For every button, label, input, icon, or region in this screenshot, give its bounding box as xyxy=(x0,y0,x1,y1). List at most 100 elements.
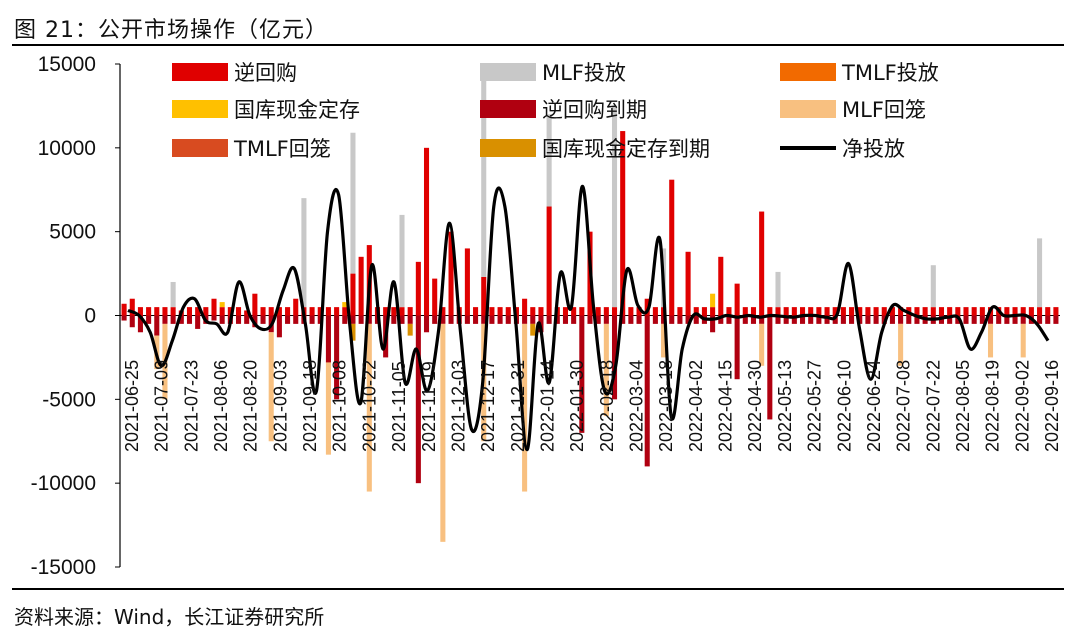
bar-MLF回笼 xyxy=(603,323,609,417)
bar-逆回购 xyxy=(971,307,977,316)
bar-逆回购 xyxy=(162,307,168,316)
bar-逆回购 xyxy=(423,147,430,316)
bar-逆回购到期 xyxy=(914,315,920,324)
bar-逆回购到期 xyxy=(481,315,487,324)
bar-逆回购到期 xyxy=(799,315,806,324)
bar-逆回购 xyxy=(227,307,233,316)
legend-label: MLF回笼 xyxy=(842,98,926,122)
bar-逆回购到期 xyxy=(522,315,528,324)
bar-逆回购 xyxy=(276,307,282,316)
bar-逆回购 xyxy=(317,307,323,316)
bar-逆回购到期 xyxy=(571,315,577,324)
bar-逆回购 xyxy=(522,298,528,316)
bar-逆回购到期 xyxy=(154,315,160,336)
bar-逆回购 xyxy=(1020,307,1026,316)
bar-MLF投放 xyxy=(775,271,781,308)
bar-逆回购 xyxy=(1012,307,1018,316)
x-tick-label: 2021-09-18 xyxy=(300,360,320,452)
y-tick-label: -15000 xyxy=(31,556,96,579)
bar-逆回购 xyxy=(268,307,274,316)
bar-逆回购到期 xyxy=(783,315,789,324)
x-tick-label: 2022-01-30 xyxy=(567,360,587,452)
bar-逆回购 xyxy=(636,307,642,316)
bar-逆回购到期 xyxy=(391,315,397,324)
x-tick-label: 2021-12-31 xyxy=(508,360,528,452)
x-tick-label: 2022-04-02 xyxy=(686,360,706,452)
bar-逆回购 xyxy=(195,307,201,316)
x-tick-label: 2021-10-22 xyxy=(359,360,379,452)
x-tick-label: 2021-12-17 xyxy=(478,360,498,452)
y-tick-label: 15000 xyxy=(38,53,96,76)
y-tick-label: 0 xyxy=(84,305,96,328)
y-tick-label: -5000 xyxy=(42,388,96,411)
y-tick-label: 5000 xyxy=(49,221,96,244)
bar-逆回购到期 xyxy=(497,315,503,324)
bar-逆回购 xyxy=(342,307,348,316)
bar-逆回购到期 xyxy=(840,315,846,324)
bar-逆回购到期 xyxy=(260,315,266,324)
bar-逆回购到期 xyxy=(464,315,470,324)
bar-逆回购到期 xyxy=(873,315,879,324)
bar-逆回购到期 xyxy=(309,315,315,324)
bar-国库现金定存 xyxy=(710,293,716,308)
bar-逆回购到期 xyxy=(186,315,193,324)
bar-MLF投放 xyxy=(301,198,307,308)
bar-逆回购到期 xyxy=(195,315,201,329)
bar-逆回购 xyxy=(1053,307,1059,316)
bar-逆回购 xyxy=(383,307,389,316)
bar-逆回购 xyxy=(481,276,487,316)
bar-逆回购 xyxy=(219,307,225,316)
bar-逆回购到期 xyxy=(857,315,863,324)
bar-逆回购 xyxy=(1037,307,1043,316)
bar-逆回购 xyxy=(914,307,920,316)
x-tick-label: 2021-11-19 xyxy=(419,361,439,452)
bar-逆回购到期 xyxy=(595,315,601,324)
bar-MLF投放 xyxy=(399,214,405,308)
bar-逆回购到期 xyxy=(325,315,331,363)
bar-逆回购到期 xyxy=(162,315,168,324)
bar-逆回购 xyxy=(440,307,446,316)
chart-x-labels: 2021-06-25 2021-07-09 2021-07-23 2021-08-06… xyxy=(122,360,1062,452)
bar-逆回购到期 xyxy=(137,315,143,333)
bar-逆回购到期 xyxy=(473,315,479,324)
bar-逆回购到期 xyxy=(644,315,650,467)
bar-逆回购 xyxy=(505,307,511,316)
bar-逆回购到期 xyxy=(971,315,977,324)
x-tick-label: 2022-03-04 xyxy=(627,360,647,452)
bar-逆回购到期 xyxy=(235,315,242,324)
bar-逆回购 xyxy=(759,211,765,316)
bar-逆回购到期 xyxy=(750,315,757,324)
bar-逆回购 xyxy=(146,307,152,316)
bar-逆回购 xyxy=(129,298,135,316)
bar-逆回购 xyxy=(979,307,985,316)
bar-逆回购到期 xyxy=(505,315,511,324)
bar-逆回购 xyxy=(710,307,716,316)
bar-MLF回笼 xyxy=(898,323,904,366)
bar-逆回购到期 xyxy=(342,315,348,324)
bar-逆回购 xyxy=(620,131,626,316)
bar-逆回购 xyxy=(415,261,421,316)
bar-逆回购 xyxy=(669,179,675,316)
bar-逆回购到期 xyxy=(963,315,969,324)
legend-swatch xyxy=(780,63,836,81)
x-tick-label: 2022-08-05 xyxy=(953,360,973,452)
bar-逆回购到期 xyxy=(178,315,184,324)
bar-逆回购 xyxy=(750,307,757,316)
bar-逆回购 xyxy=(693,307,699,316)
x-tick-label: 2022-02-18 xyxy=(597,360,617,452)
bar-逆回购到期 xyxy=(987,315,994,324)
bar-逆回购到期 xyxy=(293,315,299,324)
chart-axes: 15000 10000 5000 0 -5000 -10000 -15000 xyxy=(31,53,1060,579)
legend-label: 逆回购 xyxy=(234,61,297,85)
bar-国库现金定存 xyxy=(342,302,348,308)
bar-逆回购到期 xyxy=(334,315,340,400)
bar-逆回购 xyxy=(1028,307,1034,316)
bar-逆回购到期 xyxy=(366,315,372,324)
x-tick-label: 2022-04-15 xyxy=(716,360,736,452)
bar-逆回购到期 xyxy=(489,315,495,324)
bar-逆回购 xyxy=(791,307,797,316)
legend-swatch xyxy=(480,63,536,81)
bar-逆回购到期 xyxy=(791,315,797,324)
x-tick-label: 2022-06-24 xyxy=(864,360,884,452)
